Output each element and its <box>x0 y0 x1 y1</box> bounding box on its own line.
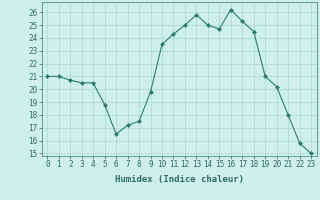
X-axis label: Humidex (Indice chaleur): Humidex (Indice chaleur) <box>115 175 244 184</box>
